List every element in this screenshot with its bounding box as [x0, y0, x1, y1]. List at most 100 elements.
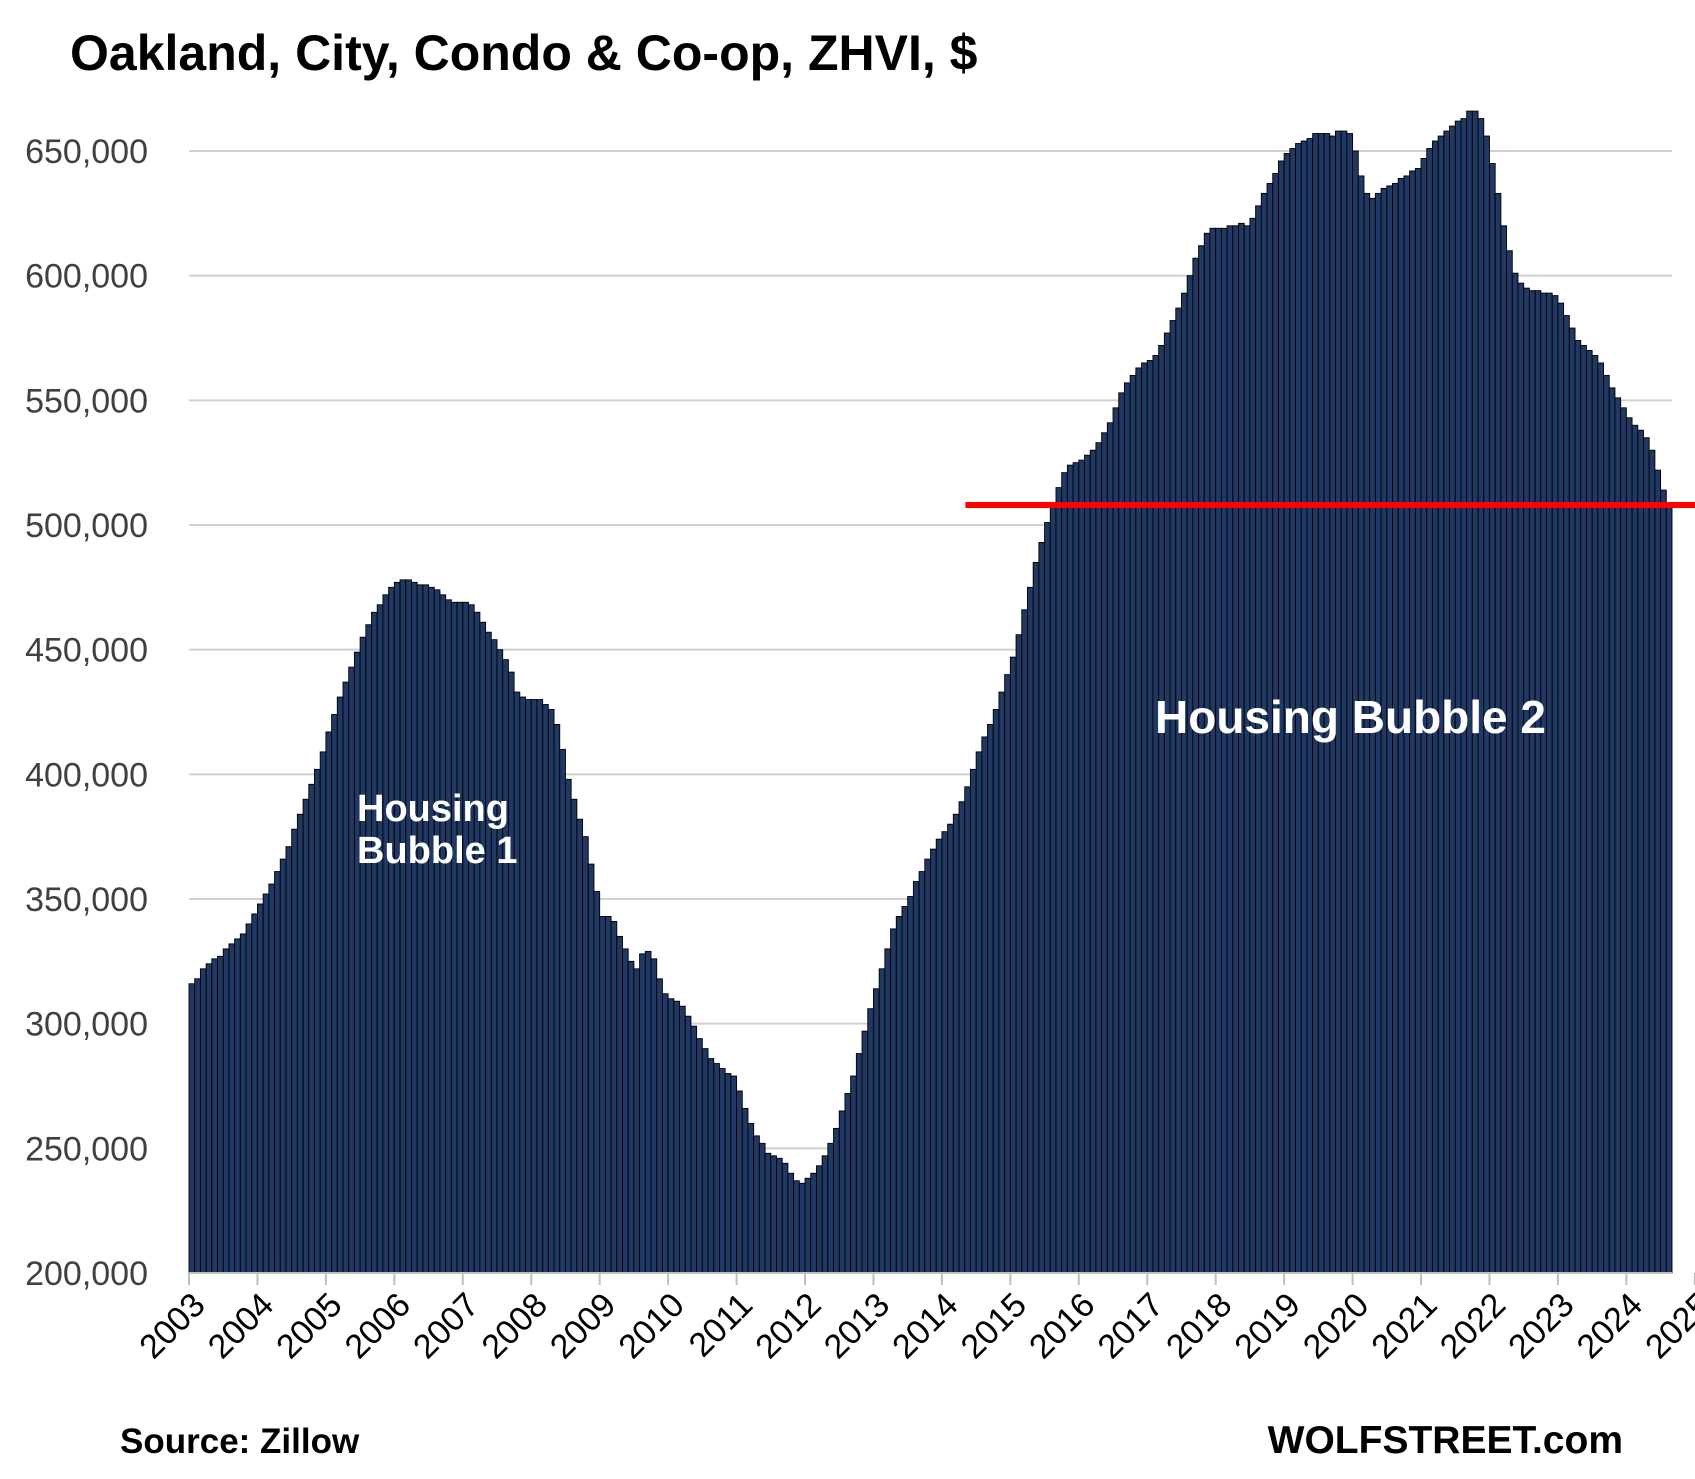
bar — [1232, 225, 1239, 1274]
bar — [268, 883, 276, 1274]
bar — [593, 891, 601, 1274]
bar — [217, 955, 224, 1274]
y-tick-label: 200,000 — [25, 1255, 148, 1293]
bar — [810, 1172, 817, 1274]
bar — [1249, 217, 1257, 1274]
bar — [194, 978, 201, 1274]
bar — [245, 923, 253, 1274]
y-tick-label: 450,000 — [25, 632, 148, 670]
bar — [616, 935, 623, 1274]
bar — [445, 599, 452, 1274]
bar — [781, 1162, 789, 1274]
bar — [1112, 407, 1120, 1274]
bar — [1591, 355, 1599, 1274]
y-tick-label: 250,000 — [25, 1130, 148, 1168]
bar — [833, 1127, 840, 1274]
bar — [576, 818, 584, 1274]
bar — [1557, 302, 1565, 1274]
bar — [342, 681, 350, 1274]
bar — [1032, 561, 1040, 1274]
bar — [279, 858, 287, 1274]
bar — [1568, 327, 1576, 1274]
bar — [1238, 222, 1245, 1274]
bar — [690, 1025, 698, 1274]
bar — [188, 983, 196, 1274]
bar — [764, 1152, 772, 1274]
bar — [496, 649, 504, 1274]
bar — [1226, 225, 1234, 1274]
bar — [291, 828, 298, 1274]
bar — [507, 671, 515, 1274]
bar — [553, 724, 561, 1274]
bar — [393, 581, 401, 1274]
bar — [1027, 586, 1034, 1274]
bar — [359, 636, 367, 1274]
bar — [1511, 272, 1519, 1274]
bar — [1078, 459, 1085, 1274]
bar — [918, 871, 926, 1274]
bar — [1209, 227, 1217, 1274]
bar — [450, 601, 458, 1274]
bar — [667, 998, 675, 1274]
annotation-text: Housing Bubble 2 — [1155, 691, 1546, 743]
bar-series — [188, 110, 1673, 1274]
bar — [1523, 287, 1530, 1274]
bar — [211, 958, 218, 1274]
bar — [992, 709, 1000, 1274]
bar — [1089, 449, 1097, 1274]
bar — [1095, 442, 1103, 1274]
bar — [1660, 489, 1667, 1274]
bar — [1055, 487, 1063, 1274]
bar — [1118, 392, 1125, 1274]
bar — [1665, 504, 1673, 1274]
bar — [490, 639, 498, 1274]
bar — [234, 938, 241, 1274]
bar — [251, 913, 258, 1274]
bar — [787, 1172, 795, 1274]
bar — [314, 768, 321, 1274]
bar — [1066, 464, 1074, 1274]
bar — [998, 691, 1006, 1274]
chart-text: Oakland, City, Condo & Co-op, ZHVI, $ So… — [70, 25, 1623, 1462]
bar — [433, 589, 441, 1274]
bar — [1637, 429, 1644, 1274]
bar — [1061, 472, 1068, 1274]
bar — [798, 1182, 806, 1274]
bar — [587, 863, 595, 1274]
bar — [256, 903, 264, 1274]
bar — [724, 1073, 732, 1274]
bar — [485, 631, 492, 1274]
bar — [622, 948, 629, 1274]
bar — [895, 916, 903, 1274]
bar — [930, 848, 937, 1274]
bar — [1084, 454, 1091, 1274]
bar — [644, 950, 652, 1274]
bar — [753, 1135, 760, 1274]
bar — [627, 960, 635, 1274]
bar — [964, 786, 971, 1274]
bar — [947, 823, 954, 1274]
bar — [730, 1075, 738, 1274]
bar — [679, 1005, 686, 1274]
bar — [1038, 542, 1046, 1274]
bar — [1044, 522, 1051, 1274]
bar — [815, 1165, 823, 1274]
annotation-text: Housing — [357, 788, 509, 830]
bar — [701, 1048, 709, 1274]
bar — [878, 968, 886, 1274]
bar — [399, 579, 407, 1274]
source-label: Source: Zillow — [120, 1422, 360, 1461]
bar — [1517, 282, 1525, 1274]
bar — [1574, 340, 1582, 1274]
bar — [1643, 437, 1650, 1274]
bar — [1580, 345, 1587, 1274]
bar — [873, 988, 880, 1274]
bar — [1192, 257, 1200, 1274]
bar — [1015, 634, 1023, 1274]
y-tick-label: 300,000 — [25, 1006, 148, 1044]
bar — [302, 798, 310, 1274]
bar — [987, 724, 994, 1274]
bar — [1106, 422, 1114, 1274]
bar — [1146, 359, 1154, 1274]
bar — [1243, 225, 1251, 1274]
